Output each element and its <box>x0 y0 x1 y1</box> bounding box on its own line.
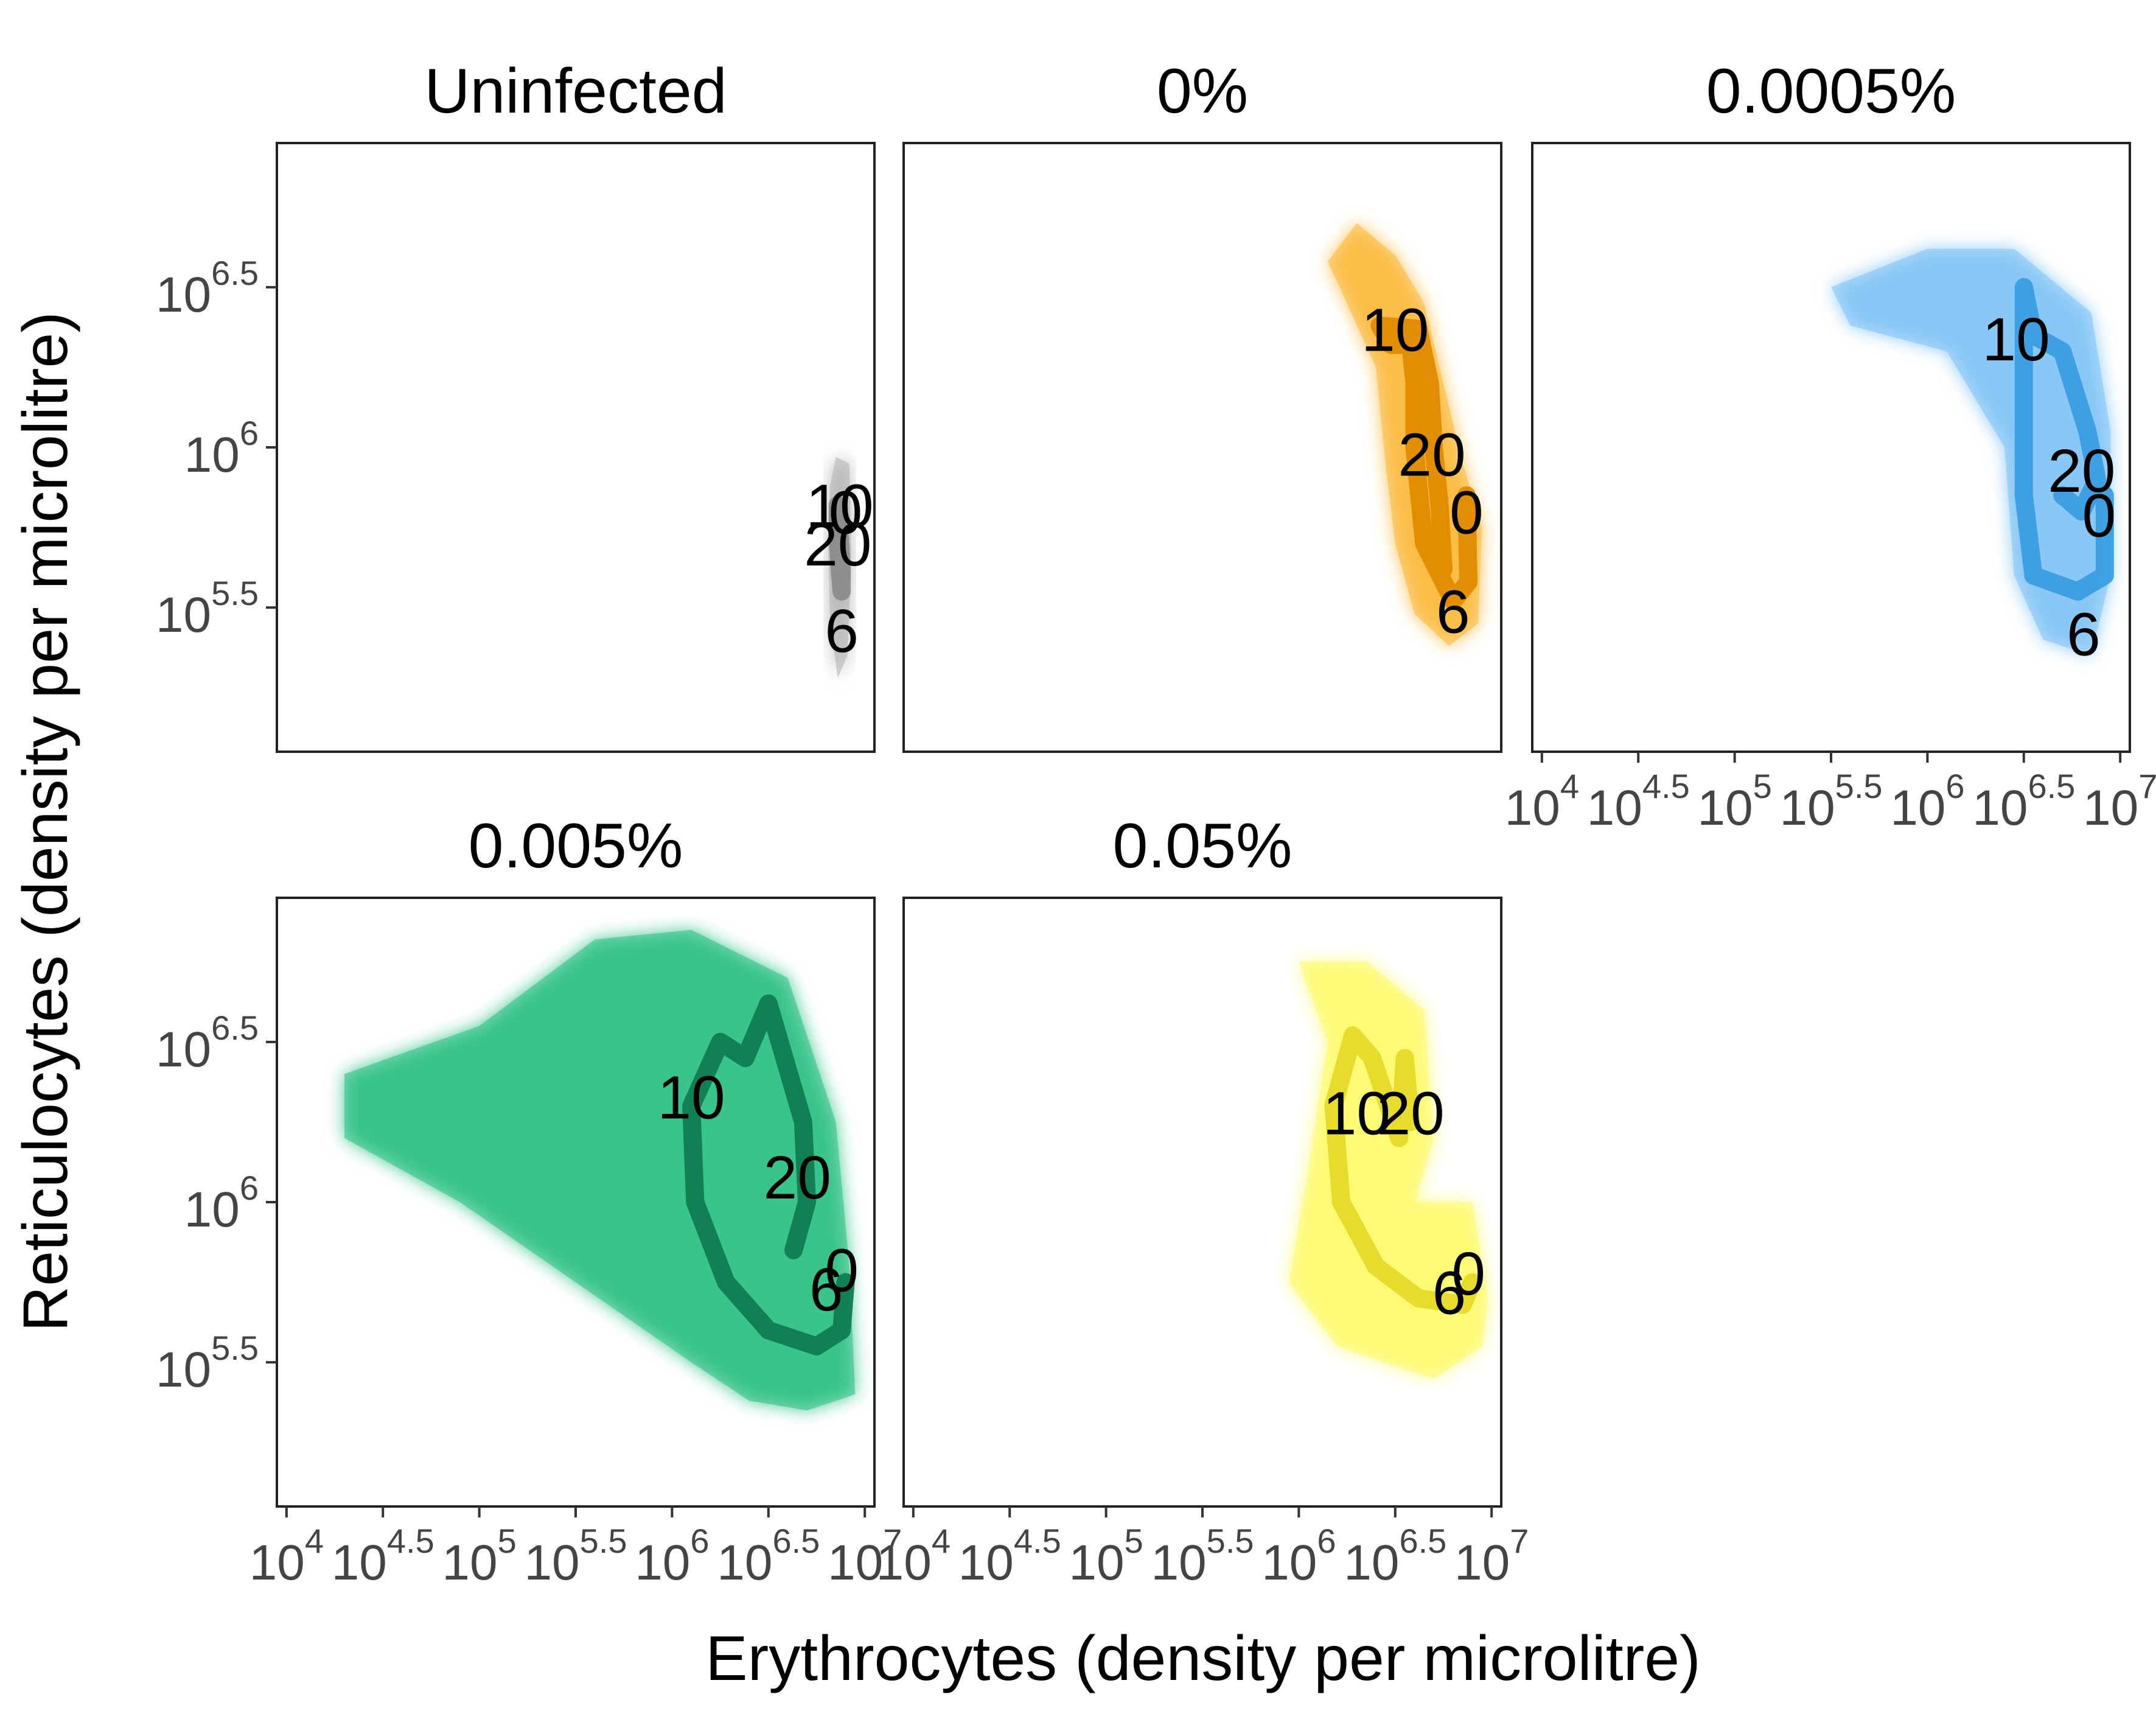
facet-title: 0.05% <box>1113 811 1293 881</box>
x-tick-label: 107 <box>2083 767 2156 836</box>
y-tick-label: 106 <box>184 414 259 483</box>
x-tick-label: 104.5 <box>958 1522 1061 1590</box>
plot-area: 10 200 6 <box>1831 248 2116 668</box>
y-tick-label: 106 <box>184 1169 259 1237</box>
facet-title: 0.0005% <box>1706 56 1956 127</box>
facet-title: 0.005% <box>469 811 683 881</box>
x-tick-label: 107 <box>828 1522 902 1590</box>
day-label: 6 <box>1436 578 1470 646</box>
day-label: 0 <box>1450 478 1484 547</box>
plot-area: 10 20 06 <box>344 929 859 1411</box>
day-label: 20 <box>804 511 871 579</box>
x-tick-label: 105.5 <box>1779 767 1882 836</box>
day-label: 10 <box>657 1063 725 1132</box>
y-tick-label: 105.5 <box>156 574 259 643</box>
x-tick-label: 106.5 <box>717 1522 820 1590</box>
x-tick-label: 106 <box>1261 1522 1336 1590</box>
x-tick-label: 105.5 <box>1151 1522 1254 1590</box>
x-tick-label: 104.5 <box>332 1522 434 1590</box>
x-tick-label: 104.5 <box>1587 767 1690 836</box>
plot-area: 10 200 6 <box>1327 223 1484 646</box>
day-label: 10 <box>1361 296 1429 364</box>
y-tick-label: 105.5 <box>156 1329 259 1398</box>
day-label: 0 <box>1451 1240 1485 1308</box>
day-label: 20 <box>764 1144 831 1212</box>
y-axis-title: Reticulocytes (density per microlitre) <box>10 312 81 1332</box>
x-tick-label: 106.5 <box>1344 1522 1446 1590</box>
mean-trajectory-line <box>828 495 851 601</box>
mean-trajectory-line <box>1324 1026 1482 1314</box>
x-tick-label: 104 <box>1505 767 1579 836</box>
day-label: 20 <box>1398 421 1465 489</box>
panel-2: 0% 10 200 6 <box>902 56 1502 753</box>
day-label: 6 <box>1432 1259 1467 1327</box>
day-label: 20 <box>2048 437 2115 505</box>
panels-layer: Uninfected100206105.5106106.50%1020060.0… <box>156 56 2156 1590</box>
facet-title: Uninfected <box>424 56 727 127</box>
x-tick-label: 107 <box>1454 1522 1529 1590</box>
x-tick-label: 104 <box>249 1522 324 1590</box>
panel-3: 0.0005% 10 200 6 104 104.5 105 105.5 106 106.5 107 <box>1505 56 2156 836</box>
mean-trajectory-line <box>2014 278 2114 601</box>
day-label: 6 <box>825 597 859 665</box>
day-label: 0 <box>829 478 863 547</box>
day-label: 0 <box>2082 482 2116 550</box>
x-axis-title: Erythrocytes (density per microlitre) <box>705 1623 1701 1694</box>
facet-title: 0% <box>1157 56 1248 127</box>
panel-border <box>276 142 876 753</box>
y-tick-label: 106.5 <box>156 1009 259 1077</box>
x-tick-label: 106.5 <box>1972 767 2075 836</box>
mean-trajectory-line <box>1370 317 1478 611</box>
x-tick-label: 106 <box>1890 767 1964 836</box>
panel-border <box>902 142 1502 753</box>
x-tick-label: 106 <box>635 1522 709 1590</box>
day-label: 6 <box>809 1256 843 1324</box>
day-label: 0 <box>825 1237 859 1305</box>
x-tick-label: 104 <box>876 1522 951 1590</box>
x-tick-label: 105 <box>442 1522 516 1590</box>
x-tick-label: 105.5 <box>524 1522 627 1590</box>
day-label: 10 <box>1982 306 2050 374</box>
mean-trajectory-line <box>682 994 855 1356</box>
day-label: 20 <box>1376 1080 1444 1148</box>
day-label: 6 <box>2067 600 2101 668</box>
day-label: 10 <box>806 472 873 541</box>
replicate-trajectory-core <box>1831 248 2111 656</box>
x-tick-label: 105 <box>1697 767 1771 836</box>
day-label: 10 <box>1323 1080 1390 1148</box>
y-tick-label: 106.5 <box>156 254 259 323</box>
x-tick-label: 105 <box>1069 1522 1143 1590</box>
